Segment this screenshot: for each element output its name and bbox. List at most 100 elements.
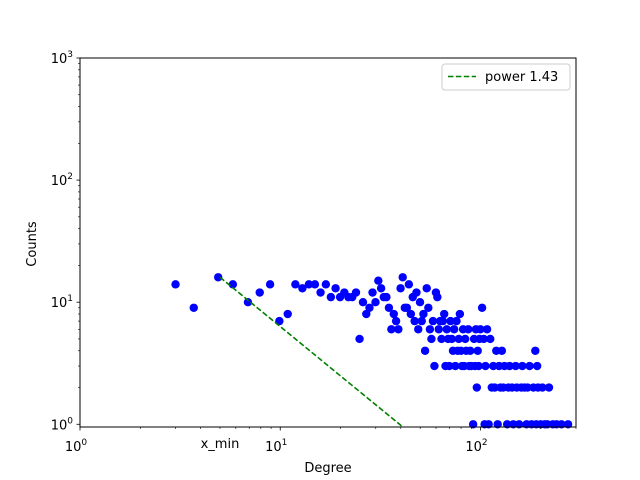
scatter-point bbox=[466, 346, 475, 355]
scatter-point bbox=[427, 334, 436, 344]
scatter-point bbox=[189, 303, 198, 312]
scatter-point bbox=[476, 325, 485, 334]
scatter-point bbox=[351, 288, 361, 297]
scatter-point bbox=[406, 309, 416, 319]
scatter-point bbox=[481, 361, 490, 371]
scatter-point bbox=[214, 273, 223, 282]
scatter-point bbox=[396, 284, 405, 293]
scatter-point bbox=[420, 346, 430, 355]
scatter-point bbox=[538, 383, 547, 392]
scatter-point bbox=[449, 325, 459, 334]
x-tick-label: 100 bbox=[65, 438, 88, 455]
scatter-point bbox=[514, 420, 524, 429]
scatter-point bbox=[355, 334, 364, 344]
scatter-point bbox=[497, 346, 507, 355]
scatter-point bbox=[502, 420, 512, 429]
scatter-point bbox=[452, 316, 461, 326]
x-tick-label: 101 bbox=[265, 438, 287, 455]
scatter-point bbox=[531, 346, 540, 355]
scatter-point bbox=[523, 383, 532, 392]
scatter-point bbox=[304, 280, 314, 289]
scatter-point bbox=[298, 284, 307, 293]
y-tick-label: 103 bbox=[51, 50, 73, 67]
scatter-point bbox=[404, 280, 414, 289]
legend-frame bbox=[441, 63, 571, 91]
scatter-point bbox=[387, 325, 396, 334]
plot-background bbox=[80, 58, 576, 427]
scatter-point bbox=[486, 334, 495, 344]
scatter-point bbox=[428, 316, 438, 326]
scatter-point bbox=[417, 316, 426, 326]
axes-frame bbox=[79, 57, 577, 428]
scatter-point bbox=[493, 420, 502, 429]
y-tick-label: 102 bbox=[51, 172, 73, 189]
scatter-point bbox=[394, 325, 403, 334]
scatter-point bbox=[433, 292, 442, 302]
scatter-point bbox=[362, 309, 371, 319]
scatter-point bbox=[384, 303, 394, 312]
scatter-point bbox=[410, 316, 419, 326]
scatter-point bbox=[391, 316, 401, 326]
scatter-point bbox=[532, 361, 542, 371]
scatter-point bbox=[228, 280, 238, 289]
scatter-point bbox=[171, 280, 180, 289]
y-axis-ticks: 100 101 102 103 bbox=[51, 50, 80, 433]
axes-spines bbox=[79, 57, 577, 428]
scatter-point bbox=[358, 297, 368, 307]
scatter-point bbox=[415, 297, 425, 307]
scatter-point bbox=[509, 420, 518, 429]
scatter-point bbox=[291, 280, 300, 289]
scatter-point bbox=[326, 292, 336, 302]
scatter-point bbox=[446, 316, 455, 326]
scatter-point bbox=[518, 361, 527, 371]
scatter-point bbox=[389, 309, 398, 319]
scatter-point bbox=[419, 309, 428, 319]
scatter-point bbox=[544, 383, 554, 392]
scatter-point bbox=[505, 361, 514, 371]
scatter-point bbox=[464, 325, 473, 334]
scatter-point bbox=[425, 325, 435, 334]
scatter-point bbox=[440, 309, 449, 319]
scatter-point bbox=[474, 361, 483, 371]
scatter-point bbox=[310, 280, 320, 289]
scatter-point bbox=[434, 325, 443, 334]
plot-area bbox=[80, 58, 576, 427]
scatter-point bbox=[424, 303, 433, 312]
scatter-point bbox=[479, 334, 488, 344]
legend-label-power: power 1.43 bbox=[485, 70, 558, 85]
scatter-point bbox=[511, 361, 520, 371]
scatter-point bbox=[445, 361, 454, 371]
scatter-point bbox=[451, 361, 460, 371]
scatter-point bbox=[472, 383, 482, 392]
scatter-point bbox=[430, 361, 439, 371]
scatter-point bbox=[447, 334, 456, 344]
scatter-point bbox=[525, 361, 534, 371]
x-tick-label: 102 bbox=[465, 438, 487, 455]
scatter-point bbox=[489, 361, 498, 371]
scatter-point bbox=[412, 288, 421, 297]
scatter-point bbox=[438, 316, 448, 326]
scatter-point bbox=[414, 325, 423, 334]
y-tick-label: 101 bbox=[51, 294, 73, 311]
legend: power 1.43 bbox=[441, 63, 571, 91]
x-min-annotation: x_min bbox=[201, 437, 240, 452]
scatter-point bbox=[442, 325, 451, 334]
scatter-point bbox=[473, 346, 482, 355]
scatter-point bbox=[265, 280, 275, 289]
scatter-point bbox=[557, 420, 566, 429]
scatter-point bbox=[461, 334, 470, 344]
y-axis-label: Counts bbox=[25, 221, 40, 267]
scatter-point bbox=[371, 297, 380, 307]
scatter-point bbox=[402, 303, 412, 312]
scatter-point bbox=[468, 420, 478, 429]
scatter-point bbox=[368, 288, 377, 297]
scatter-point bbox=[374, 276, 383, 285]
scatter-point bbox=[454, 334, 463, 344]
scatter-point bbox=[255, 288, 264, 297]
scatter-point bbox=[382, 292, 391, 302]
scatter-point bbox=[477, 303, 487, 312]
annotations: x_min bbox=[201, 437, 240, 452]
scatter-point bbox=[398, 273, 407, 282]
scatter-point bbox=[563, 420, 573, 429]
